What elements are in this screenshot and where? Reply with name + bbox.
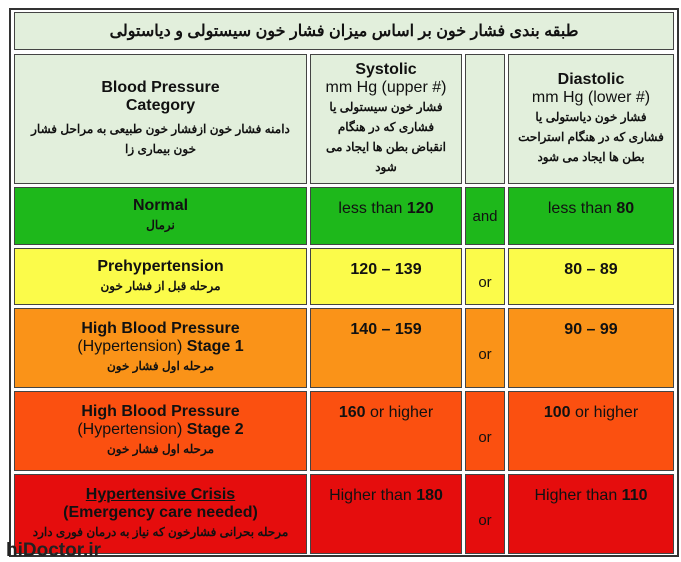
category-name: Hypertensive Crisis	[85, 486, 236, 503]
systolic-fa: فشار خون سیستولی یا فشاری که در هنگام ان…	[325, 100, 447, 174]
category-subname: (Emergency care needed)	[63, 504, 258, 521]
category-fa: مرحله بحرانی فشارخون که نیاز به درمان فو…	[32, 525, 289, 539]
conjunction: and	[465, 187, 505, 245]
diastolic-fa: فشار خون دیاستولی یا فشاری که در هنگام ا…	[518, 110, 664, 164]
conjunction: or	[465, 474, 505, 554]
header-diastolic: Diastolic mm Hg (lower #) فشار خون دیاست…	[508, 54, 674, 184]
table-title: طبقه بندی فشار خون بر اساس میزان فشار خو…	[14, 12, 674, 50]
category-name: Prehypertension	[97, 257, 224, 275]
category-fa: مرحله قبل از فشار خون	[100, 278, 221, 293]
diastolic-title: Diastolic	[557, 71, 625, 88]
category-cell: High Blood Pressure (Hypertension) Stage…	[14, 308, 307, 388]
category-cell: Prehypertension مرحله قبل از فشار خون	[14, 248, 307, 305]
header-systolic: Systolic mm Hg (upper #) فشار خون سیستول…	[310, 54, 462, 184]
conjunction: or	[465, 391, 505, 471]
header-category-line2: Category	[125, 97, 196, 114]
systolic-value: less than 120	[310, 187, 462, 245]
category-subname: (Hypertension) Stage 2	[77, 421, 244, 438]
category-fa: مرحله اول فشار خون	[106, 442, 215, 456]
conjunction: or	[465, 248, 505, 305]
category-cell: Normal نرمال	[14, 187, 307, 245]
category-fa: مرحله اول فشار خون	[106, 359, 215, 373]
diastolic-unit: mm Hg (lower #)	[531, 89, 651, 106]
category-fa: نرمال	[146, 218, 175, 232]
systolic-title: Systolic	[355, 61, 417, 78]
category-name: Normal	[132, 197, 189, 214]
watermark-logo: hiDoctor.ir	[6, 540, 102, 561]
bp-table: طبقه بندی فشار خون بر اساس میزان فشار خو…	[9, 8, 679, 557]
category-name: High Blood Pressure	[81, 320, 240, 337]
conjunction: or	[465, 308, 505, 388]
diastolic-value: less than 80	[508, 187, 674, 245]
header-category-line1: Blood Pressure	[101, 79, 220, 96]
category-name: High Blood Pressure	[81, 403, 240, 420]
systolic-unit: mm Hg (upper #)	[325, 79, 447, 96]
header-conj	[465, 54, 505, 184]
systolic-value: Higher than 180	[310, 474, 462, 554]
category-cell: Hypertensive Crisis (Emergency care need…	[14, 474, 307, 554]
header-category-fa: دامنه فشار خون ازفشار خون طبیعی به مراحل…	[31, 122, 290, 156]
category-subname: (Hypertension) Stage 1	[77, 338, 244, 355]
systolic-value: 140 – 159	[310, 308, 462, 388]
header-category: Blood Pressure Category دامنه فشار خون ا…	[14, 54, 307, 184]
systolic-value: 120 – 139	[310, 248, 462, 305]
diastolic-value: 80 – 89	[508, 248, 674, 305]
diastolic-value: 90 – 99	[508, 308, 674, 388]
diastolic-value: Higher than 110	[508, 474, 674, 554]
systolic-value: 160 or higher	[310, 391, 462, 471]
diastolic-value: 100 or higher	[508, 391, 674, 471]
category-cell: High Blood Pressure (Hypertension) Stage…	[14, 391, 307, 471]
